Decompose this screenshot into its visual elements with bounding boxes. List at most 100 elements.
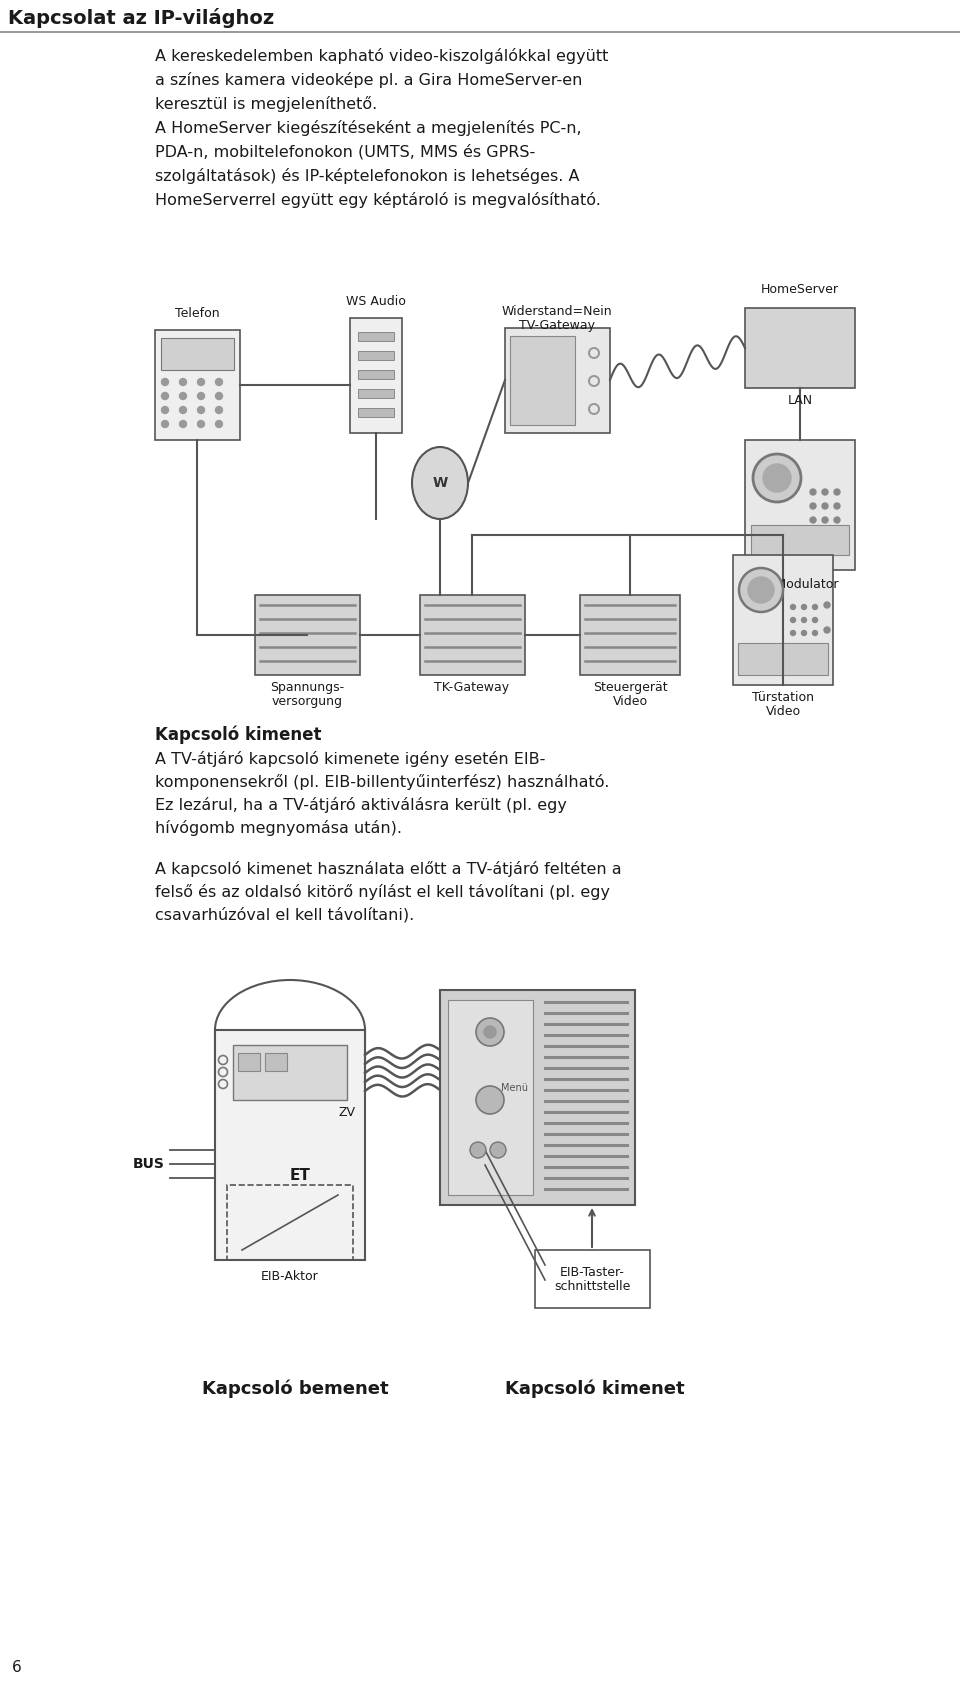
Bar <box>733 555 833 685</box>
Text: felső és az oldalsó kitörő nyílást el kell távolítani (pl. egy: felső és az oldalsó kitörő nyílást el ke… <box>155 885 610 900</box>
Text: Video: Video <box>612 695 648 708</box>
Circle shape <box>470 1142 486 1157</box>
Bar <box>358 389 394 399</box>
Bar <box>745 441 855 570</box>
Text: csavarhúzóval el kell távolítani).: csavarhúzóval el kell távolítani). <box>155 907 415 922</box>
Bar <box>350 318 402 432</box>
Text: Türstation: Türstation <box>752 691 814 705</box>
Bar <box>358 370 394 378</box>
Circle shape <box>198 420 204 427</box>
Text: TK-Gateway: TK-Gateway <box>435 681 510 695</box>
Text: A kereskedelemben kapható video-kiszolgálókkal együtt: A kereskedelemben kapható video-kiszolgá… <box>155 49 609 64</box>
Circle shape <box>810 516 816 523</box>
Text: Spannungs-: Spannungs- <box>270 681 344 695</box>
Bar <box>155 330 240 441</box>
Text: Video: Video <box>765 705 801 718</box>
Text: A kapcsoló kimenet használata előtt a TV-átjáró feltéten a: A kapcsoló kimenet használata előtt a TV… <box>155 861 622 876</box>
Text: Menü: Menü <box>501 1083 529 1093</box>
Circle shape <box>476 1018 504 1046</box>
Circle shape <box>822 489 828 495</box>
Circle shape <box>790 617 796 622</box>
Ellipse shape <box>412 447 468 520</box>
Text: keresztül is megjeleníthető.: keresztül is megjeleníthető. <box>155 96 377 113</box>
Text: ZV: ZV <box>339 1105 355 1119</box>
Circle shape <box>810 489 816 495</box>
Text: Ez lezárul, ha a TV-átjáró aktiválásra került (pl. egy: Ez lezárul, ha a TV-átjáró aktiválásra k… <box>155 797 566 812</box>
Circle shape <box>180 378 186 385</box>
Circle shape <box>790 631 796 636</box>
Text: 6: 6 <box>12 1660 22 1675</box>
Circle shape <box>161 378 169 385</box>
Circle shape <box>161 392 169 400</box>
Circle shape <box>180 420 186 427</box>
Text: Kapcsoló kimenet: Kapcsoló kimenet <box>505 1379 684 1398</box>
Circle shape <box>802 631 806 636</box>
Bar <box>738 643 828 674</box>
Circle shape <box>490 1142 506 1157</box>
Text: TV-Gateway: TV-Gateway <box>519 320 595 331</box>
Bar <box>161 338 234 370</box>
Text: HomeServerrel együtt egy képtároló is megvalósítható.: HomeServerrel együtt egy képtároló is me… <box>155 192 601 209</box>
Bar <box>510 336 575 426</box>
Circle shape <box>822 503 828 510</box>
Circle shape <box>822 516 828 523</box>
Bar <box>358 331 394 341</box>
Circle shape <box>484 1026 496 1038</box>
Bar <box>420 595 525 674</box>
Text: IP-Modulator: IP-Modulator <box>760 579 839 590</box>
Circle shape <box>763 464 791 493</box>
Circle shape <box>753 454 801 501</box>
Text: LAN: LAN <box>787 394 812 407</box>
Text: Steuergerät: Steuergerät <box>592 681 667 695</box>
Text: Telefon: Telefon <box>175 308 219 320</box>
Text: A TV-átjáró kapcsoló kimenete igény esetén EIB-: A TV-átjáró kapcsoló kimenete igény eset… <box>155 750 545 767</box>
Bar <box>505 328 610 432</box>
Circle shape <box>180 392 186 400</box>
Bar <box>440 991 635 1204</box>
Text: EIB-Aktor: EIB-Aktor <box>261 1270 319 1283</box>
Text: Kapcsoló bemenet: Kapcsoló bemenet <box>202 1379 388 1398</box>
Circle shape <box>824 627 830 632</box>
Circle shape <box>215 392 223 400</box>
Bar <box>233 1045 347 1100</box>
Circle shape <box>161 407 169 414</box>
Text: EIB-Taster-: EIB-Taster- <box>560 1267 624 1280</box>
Text: PDA-n, mobiltelefonokon (UMTS, MMS és GPRS-: PDA-n, mobiltelefonokon (UMTS, MMS és GP… <box>155 145 536 160</box>
Text: A HomeServer kiegészítéseként a megjelenítés PC-n,: A HomeServer kiegészítéseként a megjelen… <box>155 119 582 136</box>
Circle shape <box>824 602 830 607</box>
Bar <box>358 409 394 417</box>
Circle shape <box>834 503 840 510</box>
Bar <box>238 1053 260 1071</box>
Text: Widerstand=Nein: Widerstand=Nein <box>502 304 612 318</box>
Text: szolgáltatások) és IP-képtelefonokon is lehetséges. A: szolgáltatások) és IP-képtelefonokon is … <box>155 168 580 183</box>
Circle shape <box>812 604 818 609</box>
Circle shape <box>215 378 223 385</box>
Bar <box>265 1053 287 1071</box>
Circle shape <box>790 604 796 609</box>
Circle shape <box>802 604 806 609</box>
Circle shape <box>180 407 186 414</box>
Bar <box>227 1186 353 1260</box>
Circle shape <box>161 420 169 427</box>
Circle shape <box>198 378 204 385</box>
Text: Kapcsolat az IP-világhoz: Kapcsolat az IP-világhoz <box>8 8 275 29</box>
Text: versorgung: versorgung <box>272 695 343 708</box>
Circle shape <box>812 631 818 636</box>
Text: HomeServer: HomeServer <box>761 283 839 296</box>
Bar <box>745 308 855 389</box>
Circle shape <box>215 420 223 427</box>
Text: hívógomb megnyomása után).: hívógomb megnyomása után). <box>155 821 402 836</box>
Circle shape <box>810 503 816 510</box>
Circle shape <box>812 617 818 622</box>
Bar <box>580 595 680 674</box>
Circle shape <box>739 569 783 612</box>
Text: ET: ET <box>290 1167 310 1182</box>
Circle shape <box>198 392 204 400</box>
Circle shape <box>748 577 774 604</box>
Text: BUS: BUS <box>133 1157 165 1171</box>
Text: schnittstelle: schnittstelle <box>554 1280 630 1293</box>
Circle shape <box>476 1087 504 1113</box>
Text: Kapcsoló kimenet: Kapcsoló kimenet <box>155 725 322 743</box>
Circle shape <box>834 489 840 495</box>
Bar <box>358 352 394 360</box>
